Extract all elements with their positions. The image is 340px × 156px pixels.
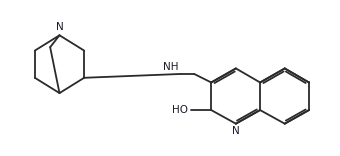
Text: HO: HO — [172, 105, 188, 115]
Text: NH: NH — [163, 62, 178, 72]
Text: N: N — [56, 22, 63, 32]
Text: N: N — [232, 126, 240, 136]
